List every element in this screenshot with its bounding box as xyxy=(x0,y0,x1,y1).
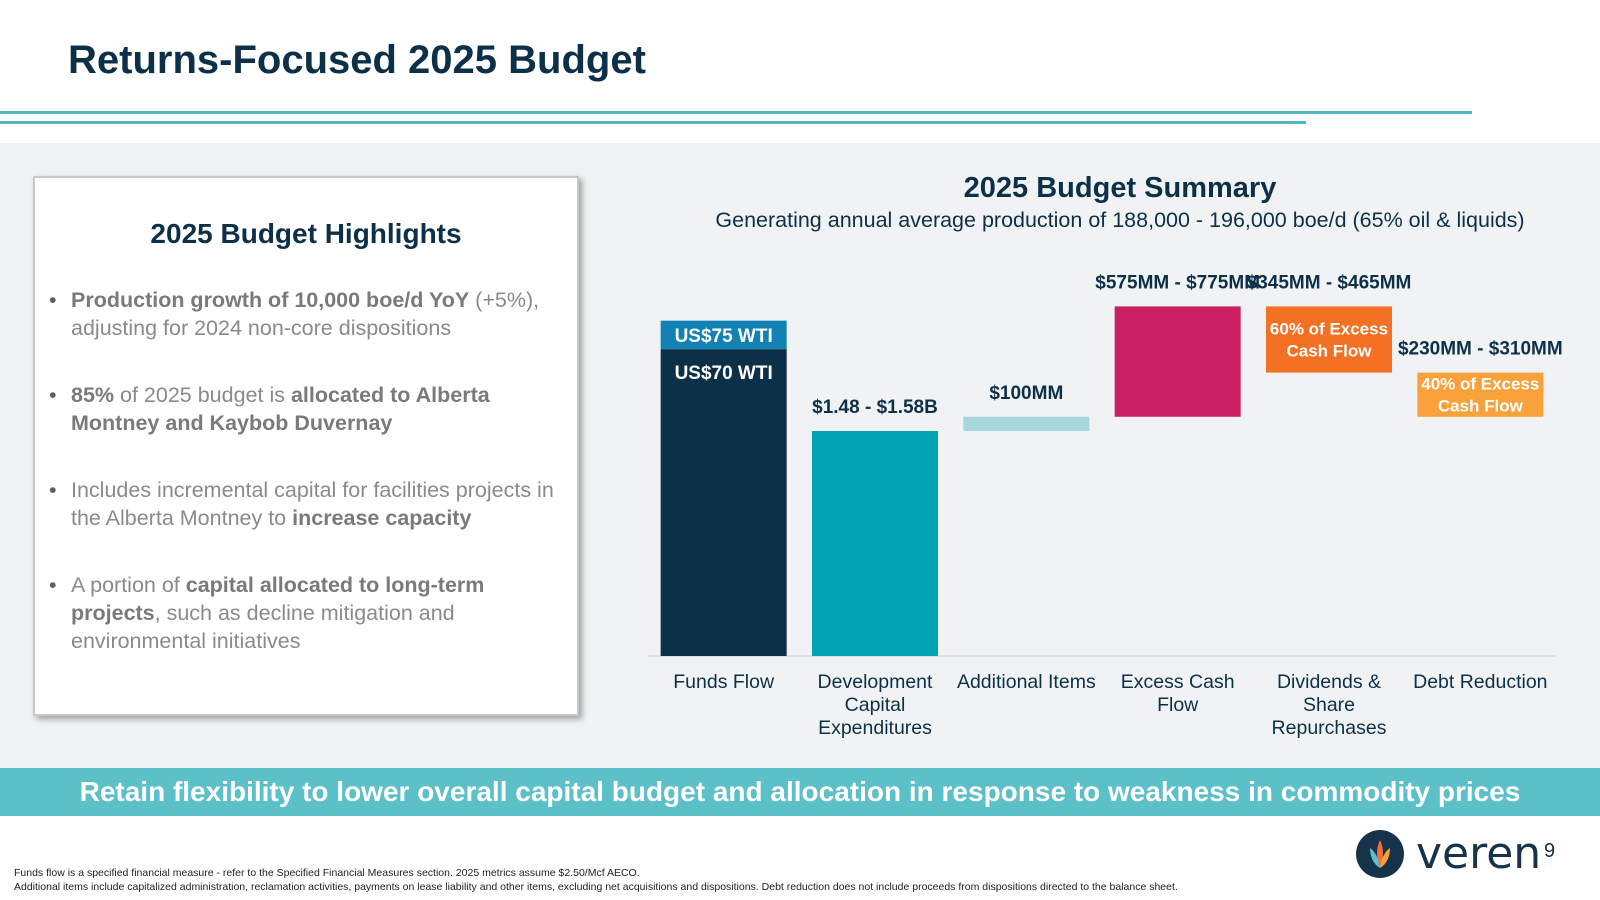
x-tick-label: Debt Reduction xyxy=(1413,671,1547,693)
bar-segment xyxy=(812,431,938,656)
highlight-bold-text: 85% xyxy=(71,383,115,407)
highlights-list: Production growth of 10,000 boe/d YoY (+… xyxy=(49,286,569,694)
bar-value-label: $575MM - $775MM xyxy=(1095,272,1260,293)
highlight-bullet: A portion of capital allocated to long-t… xyxy=(49,571,569,655)
highlight-bullet: Production growth of 10,000 boe/d YoY (+… xyxy=(49,286,569,342)
highlight-text: A portion of xyxy=(71,573,186,597)
title-rule-bottom xyxy=(0,121,1306,124)
bar-value-label: $100MM xyxy=(989,383,1063,404)
highlights-heading: 2025 Budget Highlights xyxy=(150,218,462,249)
segment-label: US$70 WTI xyxy=(675,363,773,384)
highlight-text: , such as decline mitigation and environ… xyxy=(71,601,455,653)
page-title: Returns-Focused 2025 Budget xyxy=(68,38,646,82)
flexibility-banner: Retain flexibility to lower overall capi… xyxy=(0,768,1600,816)
footnote-1: Funds flow is a specified financial meas… xyxy=(14,867,640,879)
bar-value-label: $230MM - $310MM xyxy=(1398,339,1563,360)
bar-segment xyxy=(1114,306,1241,417)
highlights-card: 2025 Budget Highlights Production growth… xyxy=(33,176,579,716)
highlight-bullet: Includes incremental capital for facilit… xyxy=(49,476,569,532)
footnotes: Funds flow is a specified financial meas… xyxy=(14,866,1178,894)
x-tick-label: Excess Cash Flow xyxy=(1121,671,1235,716)
title-rule-top xyxy=(0,111,1472,114)
x-tick-label: Development Capital Expenditures xyxy=(818,671,933,739)
highlight-bold-text: Production growth of 10,000 boe/d YoY xyxy=(71,288,470,312)
highlight-text: Includes incremental capital for facilit… xyxy=(71,478,554,530)
bar-segment xyxy=(660,320,787,350)
footnote-2: Additional items include capitalized adm… xyxy=(14,881,1178,893)
bar-segment xyxy=(1417,372,1544,417)
chart-subtitle: Generating annual average production of … xyxy=(715,208,1525,232)
highlight-bold-text: increase capacity xyxy=(292,506,472,530)
bar-value-label: $345MM - $465MM xyxy=(1247,272,1412,293)
highlight-bold-text: allocated to Alberta Montney and Kaybob … xyxy=(71,383,490,435)
page-number: 9 xyxy=(1544,840,1556,862)
segment-label: 40% of Excess Cash Flow xyxy=(1421,375,1539,416)
bar-segment xyxy=(963,416,1090,432)
logo-wordmark: veren xyxy=(1416,828,1542,879)
highlight-text: of 2025 budget is xyxy=(114,383,291,407)
bar-segment xyxy=(660,349,787,656)
x-tick-label: Additional Items xyxy=(957,671,1096,693)
segment-label: 60% of Excess Cash Flow xyxy=(1270,320,1388,361)
bar-value-label: $1.48 - $1.58B xyxy=(812,397,938,418)
company-logo: veren xyxy=(1356,828,1541,882)
banner-text: Retain flexibility to lower overall capi… xyxy=(79,776,1521,807)
x-tick-label: Dividends & Share Repurchases xyxy=(1272,671,1387,739)
x-tick-label: Funds Flow xyxy=(673,671,775,693)
segment-label: US$75 WTI xyxy=(675,326,773,347)
highlight-text: (+5%), adjusting for 2024 non-core dispo… xyxy=(71,288,540,340)
veren-flame-icon xyxy=(1356,830,1404,878)
highlight-bold-text: capital allocated to long-term projects xyxy=(71,573,485,625)
chart-title: 2025 Budget Summary xyxy=(963,172,1277,204)
highlight-bullet: 85% of 2025 budget is allocated to Alber… xyxy=(49,381,569,437)
bar-segment xyxy=(1266,306,1392,373)
